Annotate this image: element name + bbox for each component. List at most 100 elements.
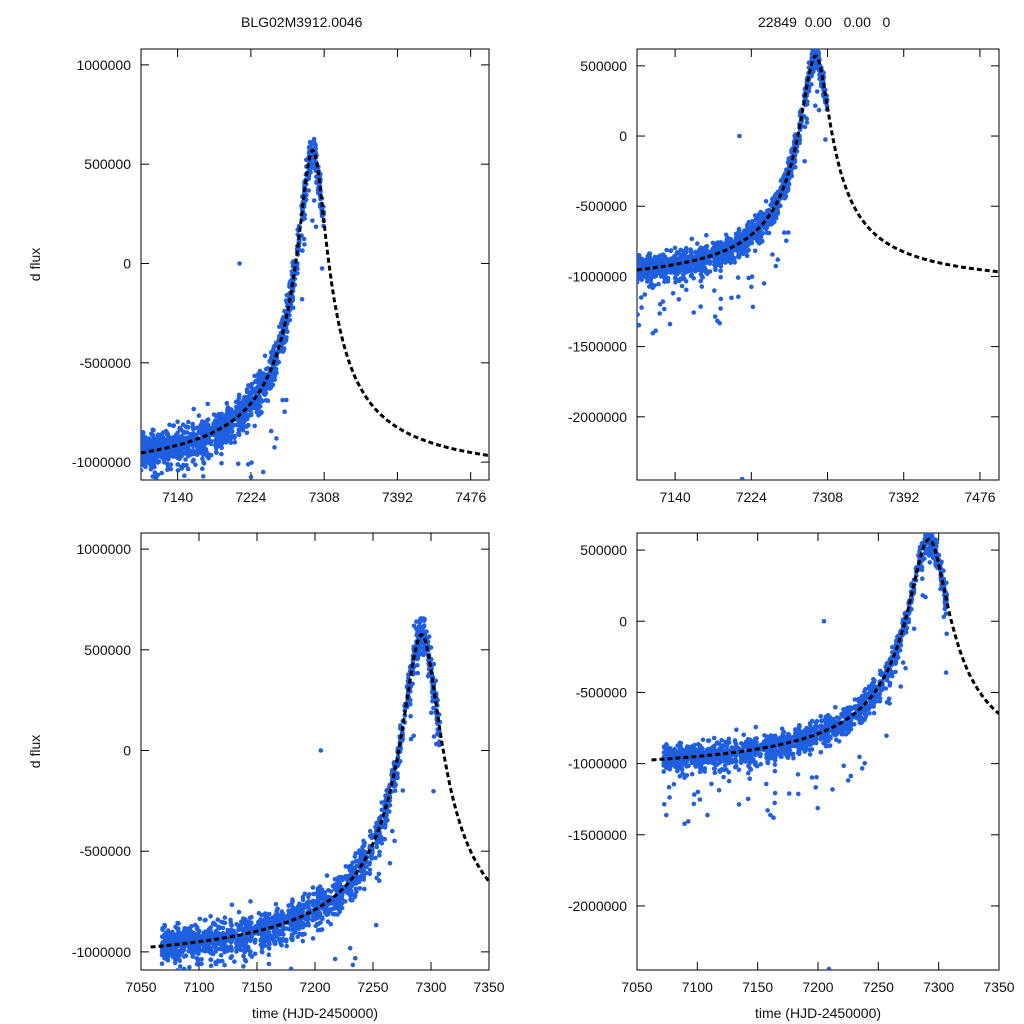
data-point — [171, 423, 176, 429]
data-point — [236, 909, 242, 915]
data-point — [190, 954, 196, 959]
data-point — [408, 701, 413, 707]
data-point — [263, 390, 269, 396]
data-point — [367, 871, 373, 877]
data-point — [816, 107, 822, 113]
data-point — [802, 159, 807, 164]
data-point — [242, 972, 247, 977]
data-point — [784, 238, 789, 244]
data-point — [182, 966, 187, 970]
data-point — [191, 457, 196, 463]
data-point — [200, 503, 205, 508]
data-point — [143, 464, 148, 470]
y-tick-label: 0 — [123, 256, 131, 272]
data-point — [663, 256, 669, 261]
data-point — [224, 946, 230, 951]
data-point — [408, 736, 414, 742]
data-point — [283, 939, 289, 944]
data-point — [220, 958, 225, 964]
data-point — [290, 305, 296, 311]
data-point — [391, 777, 397, 783]
y-tick-label: -1500000 — [568, 339, 627, 355]
data-point — [189, 924, 194, 929]
data-point — [300, 248, 305, 253]
panel-top-right: -2000000-1500000-1000000-500000050000071… — [568, 48, 1000, 505]
data-point — [274, 370, 279, 376]
data-point — [661, 769, 666, 774]
data-point — [664, 247, 669, 253]
data-point — [728, 260, 733, 266]
data-point — [252, 423, 257, 429]
data-point — [273, 340, 279, 346]
data-point — [186, 419, 191, 425]
data-point — [760, 230, 765, 236]
model-curve — [141, 148, 489, 457]
data-point — [252, 951, 258, 957]
data-point — [647, 251, 653, 257]
data-point — [353, 955, 358, 961]
data-point — [249, 915, 254, 920]
y-tick-label: -500000 — [80, 843, 132, 859]
data-point — [183, 953, 189, 958]
data-point — [193, 462, 198, 468]
data-point — [196, 928, 202, 934]
data-point — [213, 449, 219, 455]
data-point — [639, 305, 644, 310]
data-point — [290, 897, 295, 902]
data-point — [300, 938, 306, 944]
data-point — [273, 366, 279, 372]
data-point — [408, 713, 413, 719]
data-point — [208, 963, 214, 968]
data-point — [718, 274, 723, 280]
data-point — [186, 478, 191, 480]
data-point — [707, 269, 713, 274]
data-point — [778, 203, 783, 209]
data-point — [667, 321, 673, 327]
data-point — [223, 975, 228, 980]
data-point — [758, 234, 764, 240]
plot-frame — [140, 48, 490, 481]
data-point — [319, 927, 325, 932]
data-point — [185, 466, 191, 472]
data-point — [182, 473, 187, 479]
data-point — [286, 903, 291, 908]
data-point — [385, 818, 390, 823]
data-point — [235, 461, 241, 467]
data-point — [379, 841, 385, 846]
data-point — [426, 634, 432, 639]
x-axis-label: time (HJD-2450000) — [755, 1005, 881, 1021]
x-tick-label: 7250 — [357, 979, 388, 995]
data-point — [704, 244, 710, 249]
data-point — [665, 279, 671, 284]
y-tick-label: 0 — [619, 613, 627, 629]
data-point — [313, 224, 319, 230]
data-point — [752, 213, 758, 218]
data-point — [744, 253, 750, 258]
data-point — [786, 181, 791, 186]
data-point — [146, 486, 151, 491]
x-tick-label: 7300 — [923, 979, 954, 995]
data-point — [387, 803, 393, 808]
data-point — [284, 328, 290, 333]
data-point — [161, 512, 166, 517]
data-point — [205, 401, 210, 407]
x-tick-label: 7140 — [162, 489, 193, 505]
data-point — [159, 961, 165, 966]
y-tick-label: 1000000 — [76, 57, 131, 73]
data-point — [175, 468, 181, 473]
data-point — [387, 809, 392, 814]
data-point — [166, 457, 171, 462]
data-point — [195, 1001, 200, 1006]
data-point — [664, 812, 669, 818]
data-point — [718, 296, 724, 302]
data-point — [695, 241, 700, 246]
data-point — [159, 470, 164, 476]
data-point — [310, 936, 316, 941]
data-point — [660, 299, 666, 304]
data-point — [664, 742, 669, 747]
data-point — [764, 225, 770, 230]
data-point — [700, 275, 705, 280]
data-point — [267, 941, 272, 947]
data-point — [431, 661, 437, 667]
data-point — [823, 137, 828, 142]
